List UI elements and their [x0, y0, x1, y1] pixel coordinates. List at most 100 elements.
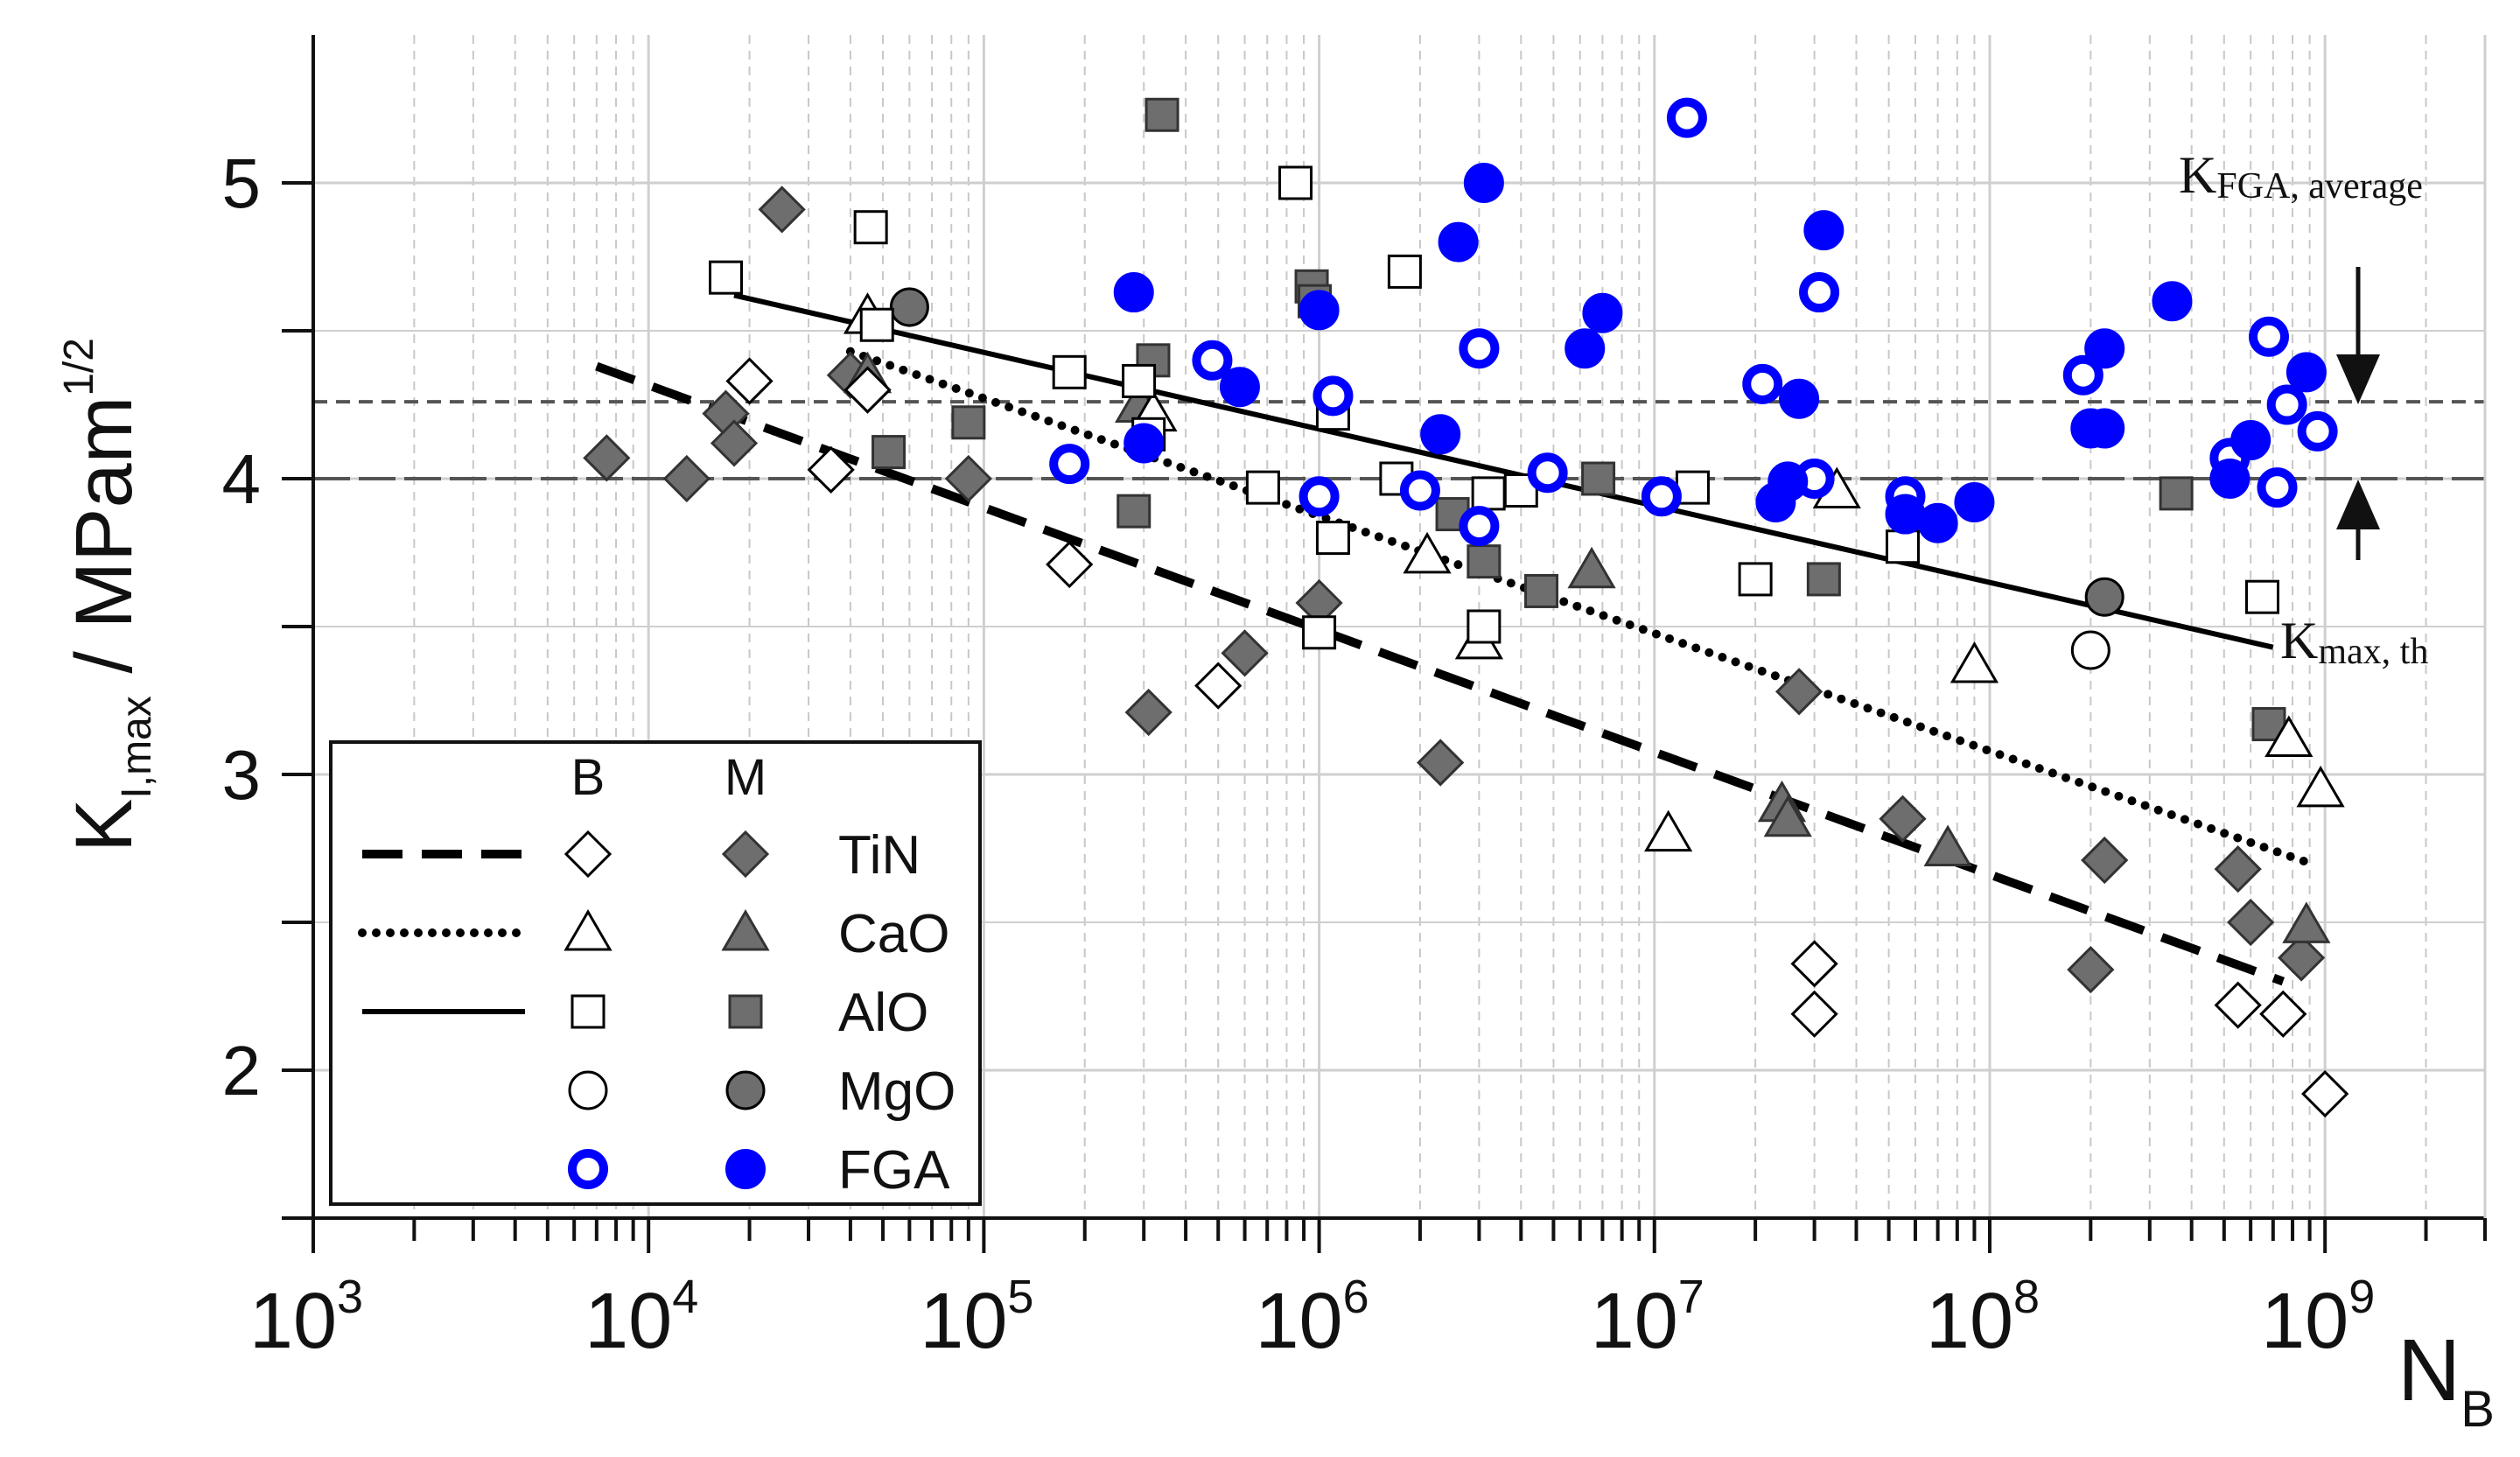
series-fga-b: [1049, 97, 2338, 547]
legend-header-m: M: [724, 749, 766, 806]
y-tick-label: 5: [222, 144, 262, 222]
legend-marker-filled-circle: [725, 1149, 766, 1189]
data-point-diamond: [1221, 629, 1269, 677]
legend-box: [329, 740, 982, 1206]
data-point-square: [1466, 609, 1502, 644]
data-point-circle: [2248, 316, 2289, 357]
x-tick-exponent: 6: [1343, 1271, 1369, 1323]
kfga-sub: FGA, average: [2216, 166, 2423, 207]
legend-marker-filled-square: [728, 994, 763, 1029]
data-point-square: [1524, 573, 1559, 608]
legend-label: MgO: [838, 1061, 956, 1122]
data-point-square: [1503, 473, 1538, 508]
data-point-diamond: [1790, 990, 1838, 1038]
data-point-square: [1466, 544, 1502, 579]
legend-marker-filled-triangle: [721, 909, 770, 951]
data-point-circle: [1768, 461, 1809, 502]
legend-label: TiN: [838, 825, 920, 886]
data-point-diamond: [1194, 662, 1242, 710]
data-point-triangle: [2264, 715, 2314, 757]
data-point-square: [1581, 461, 1616, 496]
legend-marker-open-circle: [568, 1070, 608, 1110]
legend-label: FGA: [838, 1140, 950, 1201]
data-point-circle: [2266, 384, 2307, 425]
data-point-square: [1278, 165, 1313, 200]
data-point-circle: [1459, 506, 1500, 547]
data-point-circle: [1399, 470, 1440, 511]
legend-marker-open-triangle: [564, 909, 612, 951]
data-point-circle: [889, 287, 929, 327]
data-point-circle: [2209, 459, 2250, 499]
data-point-diamond: [2081, 836, 2129, 885]
legend-marker-open-square: [570, 994, 606, 1029]
data-point-triangle: [1923, 824, 1972, 866]
kfga-main: K: [2179, 146, 2216, 204]
legend-header-b: B: [571, 749, 606, 806]
data-point-circle: [2257, 467, 2298, 508]
data-point-triangle: [1763, 795, 1812, 837]
data-point-square: [709, 260, 744, 295]
x-tick-exponent: 3: [337, 1271, 363, 1323]
data-point-diamond: [2301, 1069, 2349, 1118]
data-point-circle: [1666, 97, 1707, 138]
y-tick-label: 4: [222, 440, 262, 518]
data-point-square: [1116, 494, 1152, 529]
x-tick-base: 10: [584, 1278, 672, 1365]
x-tick-exponent: 8: [2013, 1271, 2040, 1323]
data-point-circle: [1124, 423, 1165, 464]
x-tick-label: 106: [1256, 1271, 1369, 1365]
data-point-diamond: [1790, 940, 1838, 988]
data-point-circle: [1954, 482, 1995, 523]
kmax-sub: max, th: [2318, 632, 2428, 672]
data-point-circle: [1742, 363, 1783, 404]
data-point-triangle: [1567, 546, 1616, 589]
legend: B M TiN CaO AlO MgO FGA: [329, 740, 982, 1206]
data-point-square: [1315, 521, 1350, 556]
data-point-circle: [2084, 577, 2124, 617]
data-point-square: [1675, 470, 1710, 505]
x-tick-base: 10: [1926, 1278, 2013, 1365]
data-point-circle: [1438, 221, 1479, 263]
data-point-square: [872, 435, 906, 470]
data-point-square: [2244, 579, 2279, 614]
data-point-circle: [2230, 420, 2272, 461]
x-tick-label: 103: [249, 1271, 363, 1365]
x-tick-base: 10: [1591, 1278, 1678, 1365]
series-tin-b: [725, 357, 2349, 1118]
data-point-diamond: [1879, 795, 1927, 843]
data-point-diamond: [710, 419, 759, 467]
data-point-diamond: [758, 186, 806, 234]
data-point-circle: [1049, 444, 1090, 485]
data-point-circle: [1219, 367, 1260, 408]
series-mgo-m: [889, 287, 2124, 617]
legend-label: CaO: [838, 904, 949, 964]
data-point-circle: [1463, 163, 1504, 203]
data-point-square: [1738, 562, 1773, 597]
legend-marker-open-circle: [568, 1149, 608, 1189]
y-tick-label: 2: [222, 1032, 262, 1110]
data-point-circle: [1564, 328, 1606, 369]
x-axis-sub: B: [2460, 1381, 2495, 1438]
data-point-square: [1387, 254, 1422, 289]
data-point-diamond: [1774, 668, 1824, 716]
data-point-circle: [2297, 410, 2338, 452]
arrow-down-icon: [2336, 267, 2380, 404]
x-axis-title: NB: [2398, 1321, 2495, 1438]
data-point-circle: [2062, 354, 2104, 396]
data-point-circle: [1312, 375, 1354, 417]
data-point-circle: [1582, 292, 1623, 333]
y-tick-label: 3: [222, 736, 262, 814]
data-point-circle: [1459, 328, 1500, 369]
x-tick-exponent: 9: [2348, 1271, 2375, 1323]
series-tin-m: [583, 186, 2326, 994]
data-point-square: [859, 307, 894, 342]
x-tick-base: 10: [2261, 1278, 2348, 1365]
legend-label: AlO: [838, 983, 928, 1043]
x-tick-label: 107: [1591, 1271, 1704, 1365]
data-point-circle: [2152, 281, 2193, 322]
series-cao-b: [843, 292, 2345, 852]
data-point-circle: [1799, 272, 1840, 313]
